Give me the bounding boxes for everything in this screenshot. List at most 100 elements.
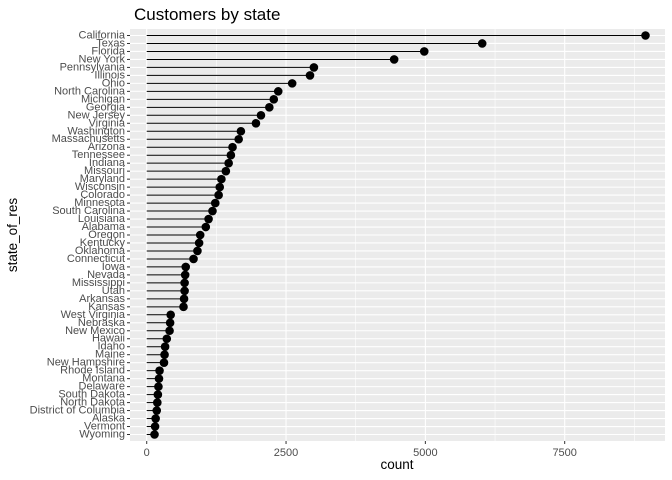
y-tick-label: Oklahoma <box>75 245 126 257</box>
lollipop-point <box>256 111 266 120</box>
lollipop-point <box>153 398 162 407</box>
lollipop-point <box>189 254 198 264</box>
y-tick-label: South Dakota <box>58 389 126 401</box>
y-tick-label: Montana <box>82 373 126 385</box>
lollipop-point <box>152 406 162 415</box>
y-tick-label: Maine <box>95 349 125 361</box>
lollipop-point <box>210 198 220 208</box>
x-tick-label: 5000 <box>413 447 437 459</box>
lollipop-point <box>150 430 159 439</box>
lollipop-point <box>309 63 319 72</box>
lollipop-point <box>180 278 189 288</box>
y-tick-label: Washington <box>67 125 125 137</box>
y-tick-label: Idaho <box>97 341 125 353</box>
y-tick-label: Kansas <box>88 301 125 313</box>
x-axis-title: count <box>380 457 413 472</box>
lollipop-point <box>181 262 191 272</box>
y-tick-label: California <box>79 30 126 42</box>
lollipop-point <box>179 294 189 304</box>
lollipop-point <box>221 166 231 176</box>
lollipop-point <box>162 334 172 344</box>
lollipop-point <box>201 222 211 232</box>
y-tick-label: District of Columbia <box>30 405 126 417</box>
x-tick-label: 0 <box>144 447 150 459</box>
y-tick-label: New Hampshire <box>47 357 125 369</box>
lollipop-point <box>228 142 237 152</box>
lollipop-point <box>234 134 243 144</box>
y-tick-label: Colorado <box>80 189 125 201</box>
lollipop-point <box>160 342 170 352</box>
y-tick-label: Connecticut <box>67 253 125 265</box>
lollipop-point <box>287 79 297 88</box>
lollipop-point <box>166 310 175 320</box>
chart-title: Customers by state <box>134 5 280 24</box>
x-tick-labels: 0 2500 5000 7500 <box>144 441 577 459</box>
x-tick-label: 7500 <box>552 447 576 459</box>
lollipop-point <box>419 47 429 56</box>
lollipop-point <box>195 230 205 240</box>
y-tick-label: Delaware <box>79 381 125 393</box>
y-tick-label: South Carolina <box>52 205 126 217</box>
lollipop-point <box>204 214 213 224</box>
y-tick-label: Michigan <box>81 93 125 105</box>
lollipop-point <box>226 150 236 160</box>
lollipop-point <box>265 103 274 112</box>
y-tick-label: Ohio <box>102 77 125 89</box>
lollipop-point <box>179 302 188 312</box>
lollipop-point <box>214 190 223 200</box>
y-tick-label: Utah <box>102 285 125 297</box>
y-tick-label: Vermont <box>84 421 125 433</box>
y-tick-label: West Virginia <box>61 309 126 321</box>
x-tick-label: 2500 <box>274 447 298 459</box>
lollipop-point <box>208 206 217 216</box>
y-tick-label: Nevada <box>87 269 126 281</box>
y-tick-label: Kentucky <box>80 237 126 249</box>
lollipop-points <box>150 31 650 439</box>
lollipop-point <box>165 326 174 336</box>
y-tick-label: Texas <box>96 37 125 49</box>
y-tick-label: Tennessee <box>72 149 125 161</box>
y-tick-label: Missouri <box>84 165 125 177</box>
y-tick-label: Massachusetts <box>52 133 126 145</box>
lollipop-point <box>154 374 164 383</box>
lollipop-point <box>251 118 261 128</box>
lollipop-point <box>224 158 233 168</box>
y-tick-label: Mississippi <box>72 277 125 289</box>
y-tick-label: Iowa <box>102 261 126 273</box>
lollipop-point <box>641 31 650 40</box>
y-tick-label: Maryland <box>80 173 125 185</box>
lollipop-point <box>236 126 246 136</box>
y-tick-label: Rhode Island <box>60 365 125 377</box>
y-tick-label: New York <box>79 53 126 65</box>
y-tick-label: New Mexico <box>65 325 125 337</box>
lollipop-point <box>215 182 225 192</box>
y-tick-label: Virginia <box>89 117 126 129</box>
y-tick-label: Florida <box>91 45 126 57</box>
y-tick-label: Alabama <box>82 221 126 233</box>
y-tick-label: North Dakota <box>60 397 126 409</box>
y-tick-label: New Jersey <box>68 109 126 121</box>
y-tick-label: Pennsylvania <box>60 61 126 73</box>
lollipop-point <box>217 174 226 184</box>
lollipop-point <box>193 246 202 256</box>
y-axis-title: state_of_res <box>5 198 20 273</box>
lollipop-point <box>194 238 204 248</box>
y-tick-label: Minnesota <box>74 197 126 209</box>
y-tick-label: Illinois <box>94 69 125 81</box>
lollipop-point <box>160 350 169 360</box>
lollipop-point <box>150 422 160 431</box>
lollipop-point <box>153 390 163 399</box>
y-tick-label: Arkansas <box>79 293 125 305</box>
y-tick-label: Arizona <box>88 141 126 153</box>
y-tick-label: Georgia <box>86 101 126 113</box>
lollipop-point <box>155 366 164 375</box>
lollipop-stems <box>146 35 646 435</box>
y-tick-label: Nebraska <box>78 317 126 329</box>
lollipop-point <box>180 270 190 280</box>
lollipop-point <box>154 382 163 391</box>
lollipop-point <box>159 358 169 367</box>
y-tick-label: Hawaii <box>92 333 125 345</box>
lollipop-point <box>269 95 279 104</box>
